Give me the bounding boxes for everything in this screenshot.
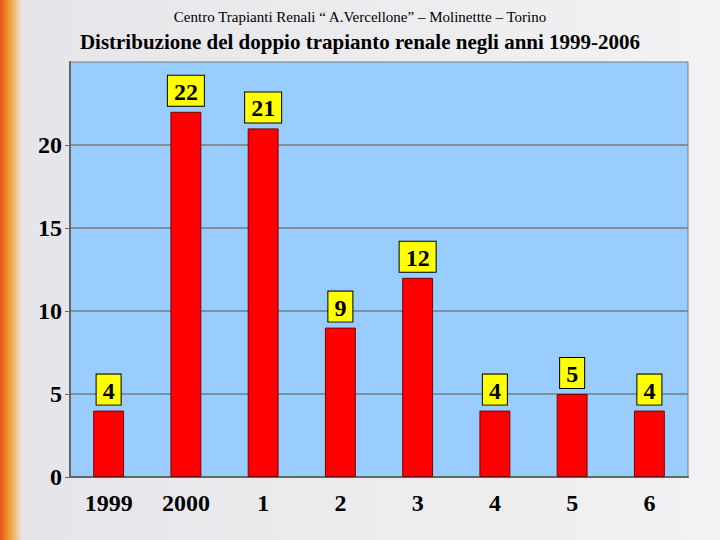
svg-text:4: 4 (489, 378, 501, 404)
svg-text:12: 12 (406, 245, 430, 271)
svg-text:5: 5 (50, 381, 62, 407)
svg-text:Centro Trapianti Renali “ A.Ve: Centro Trapianti Renali “ A.Vercellone” … (174, 9, 546, 25)
svg-text:22: 22 (174, 79, 198, 105)
svg-text:5: 5 (566, 361, 578, 387)
svg-text:4: 4 (103, 378, 115, 404)
svg-text:2: 2 (334, 490, 346, 516)
svg-text:1999: 1999 (85, 490, 133, 516)
svg-text:3: 3 (412, 490, 424, 516)
svg-text:15: 15 (38, 215, 62, 241)
svg-text:10: 10 (38, 298, 62, 324)
svg-text:4: 4 (489, 490, 501, 516)
svg-text:9: 9 (334, 295, 346, 321)
svg-text:5: 5 (566, 490, 578, 516)
svg-text:2000: 2000 (162, 490, 210, 516)
svg-text:Distribuzione del doppio trapi: Distribuzione del doppio trapianto renal… (80, 30, 640, 54)
svg-text:6: 6 (643, 490, 655, 516)
svg-text:1: 1 (257, 490, 269, 516)
svg-text:21: 21 (251, 95, 275, 121)
svg-text:4: 4 (643, 378, 655, 404)
svg-text:0: 0 (50, 464, 62, 490)
svg-text:20: 20 (38, 132, 62, 158)
